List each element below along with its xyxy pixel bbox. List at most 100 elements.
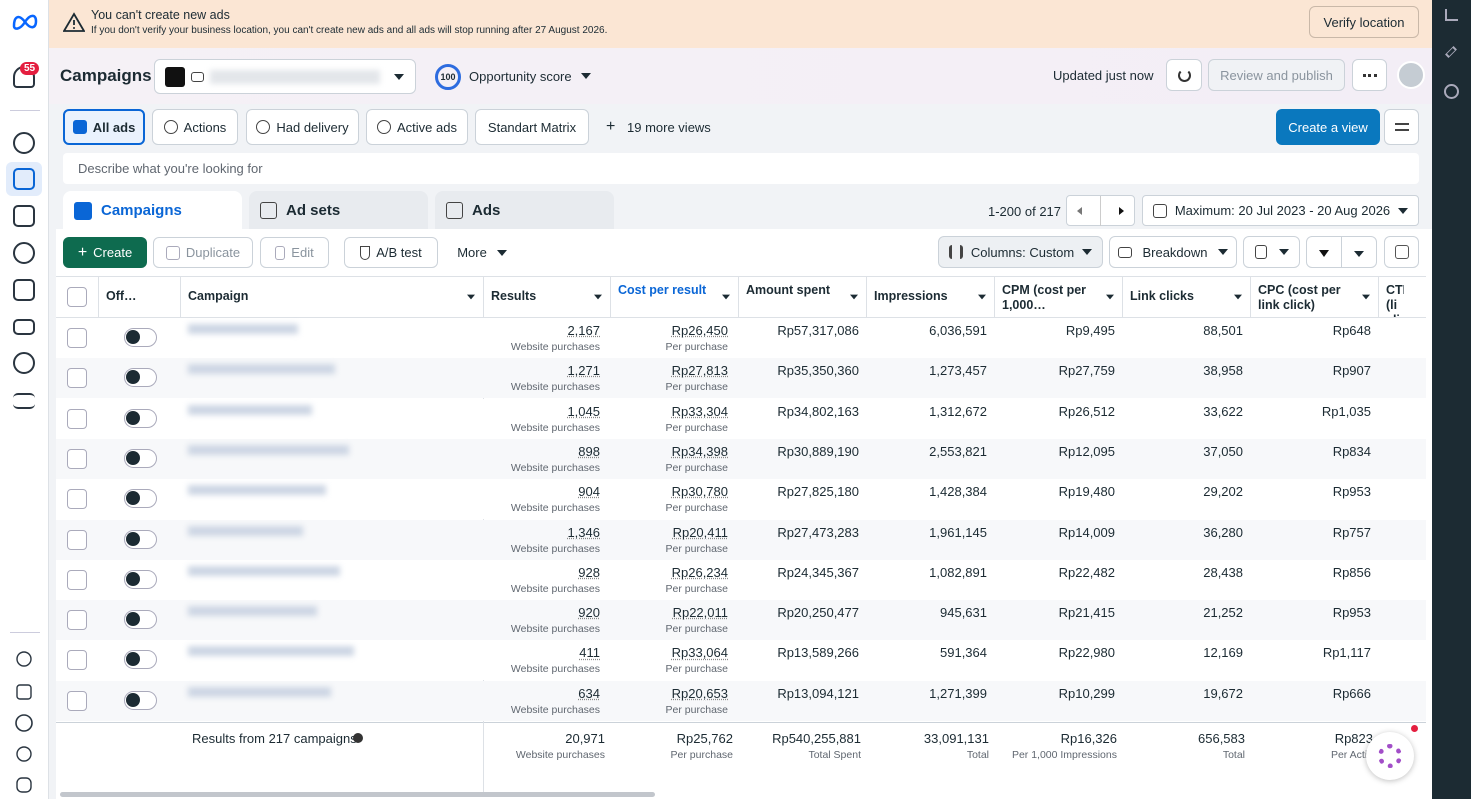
column-menu[interactable]: [594, 294, 602, 300]
cell-value[interactable]: Rp33,064: [671, 645, 728, 661]
delivery-toggle[interactable]: [124, 610, 157, 630]
more-views[interactable]: 19 more views: [627, 120, 711, 135]
campaign-name-blurred[interactable]: [188, 686, 331, 697]
delivery-toggle[interactable]: [124, 690, 157, 710]
campaign-name-blurred[interactable]: [188, 485, 326, 496]
audiences-icon[interactable]: [13, 242, 35, 264]
delivery-toggle[interactable]: [124, 489, 157, 509]
more-button[interactable]: [1352, 59, 1387, 91]
row-checkbox[interactable]: [67, 489, 87, 510]
scrollbar[interactable]: [60, 792, 655, 797]
cell-value[interactable]: 2,167: [567, 323, 600, 338]
select-all-checkbox[interactable]: [67, 287, 87, 307]
column-header[interactable]: Campaign: [188, 289, 249, 303]
level-tab[interactable]: Campaigns: [63, 191, 242, 230]
date-range-button[interactable]: Maximum: 20 Jul 2023 - 20 Aug 2026: [1142, 195, 1419, 226]
account-selector[interactable]: [154, 59, 416, 94]
cell-value[interactable]: Rp20,653: [671, 685, 728, 701]
cell-value[interactable]: Rp27,813: [671, 363, 728, 379]
column-header[interactable]: CPM (cost per 1,000…: [1002, 283, 1087, 312]
settings-icon[interactable]: [15, 714, 33, 732]
campaign-name-blurred[interactable]: [188, 525, 303, 536]
pages-icon[interactable]: [13, 205, 35, 227]
menu-icon[interactable]: [13, 393, 35, 409]
row-checkbox[interactable]: [67, 448, 87, 469]
billing-icon[interactable]: [13, 319, 35, 335]
cell-value[interactable]: 898: [578, 443, 600, 459]
level-tab[interactable]: Ads: [435, 191, 614, 230]
breakdown-button[interactable]: Breakdown: [1109, 236, 1237, 268]
columns-button[interactable]: Columns: Custom: [938, 236, 1103, 268]
ads-manager-icon[interactable]: [13, 168, 35, 190]
delivery-toggle[interactable]: [124, 650, 157, 670]
row-checkbox[interactable]: [67, 690, 87, 711]
pagination-buttons[interactable]: [1066, 195, 1135, 226]
campaigns-icon[interactable]: [13, 279, 35, 301]
cell-value[interactable]: Rp20,411: [672, 524, 728, 540]
create-button[interactable]: + Create: [63, 237, 147, 268]
view-tab[interactable]: Actions: [152, 109, 238, 145]
cell-value[interactable]: Rp34,398: [671, 443, 728, 459]
view-tab[interactable]: All ads: [63, 109, 145, 145]
row-checkbox[interactable]: [67, 610, 87, 631]
delivery-toggle[interactable]: [124, 408, 157, 428]
delivery-toggle[interactable]: [124, 448, 157, 468]
delivery-toggle[interactable]: [124, 368, 157, 388]
cell-value[interactable]: 1,346: [567, 524, 600, 540]
column-header[interactable]: Off…: [106, 289, 137, 303]
delivery-toggle[interactable]: [124, 569, 157, 589]
column-menu[interactable]: [978, 294, 986, 300]
refresh-button[interactable]: [1166, 59, 1202, 91]
cell-value[interactable]: 1,045: [567, 403, 600, 419]
view-settings-button[interactable]: [1384, 109, 1419, 145]
more-menu[interactable]: More: [447, 237, 517, 268]
reports-button[interactable]: [1243, 236, 1300, 268]
row-checkbox[interactable]: [67, 368, 87, 389]
overview-icon[interactable]: [13, 132, 35, 154]
verify-button[interactable]: Verify location: [1309, 6, 1419, 38]
view-tab[interactable]: Had delivery: [246, 109, 359, 145]
assistant-button[interactable]: [1366, 732, 1414, 780]
column-menu[interactable]: [1106, 294, 1114, 300]
edit-icon[interactable]: [1445, 46, 1457, 58]
help-icon[interactable]: [16, 651, 32, 667]
column-menu[interactable]: [1362, 294, 1370, 300]
campaign-name-blurred[interactable]: [188, 646, 354, 657]
column-header[interactable]: CPC (cost per link click): [1258, 283, 1341, 312]
delivery-toggle[interactable]: [124, 529, 157, 549]
create-view-button[interactable]: Create a view: [1276, 109, 1380, 145]
review-publish-button[interactable]: Review and publish: [1208, 59, 1345, 91]
campaign-name-blurred[interactable]: [188, 404, 312, 415]
campaign-name-blurred[interactable]: [188, 364, 335, 375]
column-header[interactable]: Results: [491, 289, 537, 303]
column-menu[interactable]: [850, 294, 858, 300]
cell-value[interactable]: Rp26,234: [671, 564, 728, 580]
row-checkbox[interactable]: [67, 328, 87, 348]
cell-value[interactable]: 904: [578, 484, 600, 500]
campaign-name-blurred[interactable]: [188, 444, 349, 455]
search-icon[interactable]: [16, 746, 32, 762]
reports-icon[interactable]: [16, 684, 32, 700]
column-menu[interactable]: [722, 294, 730, 300]
cell-value[interactable]: 411: [579, 645, 600, 661]
column-menu[interactable]: [1234, 294, 1242, 300]
column-header[interactable]: CTR (li click-th: [1386, 283, 1404, 317]
row-checkbox[interactable]: [67, 408, 87, 429]
business-icon[interactable]: [13, 352, 35, 374]
cell-value[interactable]: Rp22,011: [672, 605, 728, 621]
row-checkbox[interactable]: [67, 529, 87, 550]
cell-value[interactable]: 634: [578, 685, 600, 701]
insights-icon[interactable]: [1445, 9, 1458, 21]
profile-avatar[interactable]: [1397, 61, 1425, 89]
cell-value[interactable]: Rp30,780: [671, 484, 728, 500]
column-header[interactable]: Cost per result: [618, 283, 707, 297]
opportunity-label[interactable]: Opportunity score: [469, 69, 572, 84]
ab-test-button[interactable]: A/B test: [344, 237, 438, 268]
meta-logo[interactable]: [11, 12, 39, 30]
row-checkbox[interactable]: [67, 569, 87, 590]
column-header[interactable]: Impressions: [874, 289, 948, 303]
opportunity-score[interactable]: 100: [435, 64, 461, 90]
view-tab[interactable]: Standart Matrix: [475, 109, 589, 145]
campaign-name-blurred[interactable]: [188, 324, 298, 334]
cell-value[interactable]: 920: [578, 605, 600, 621]
